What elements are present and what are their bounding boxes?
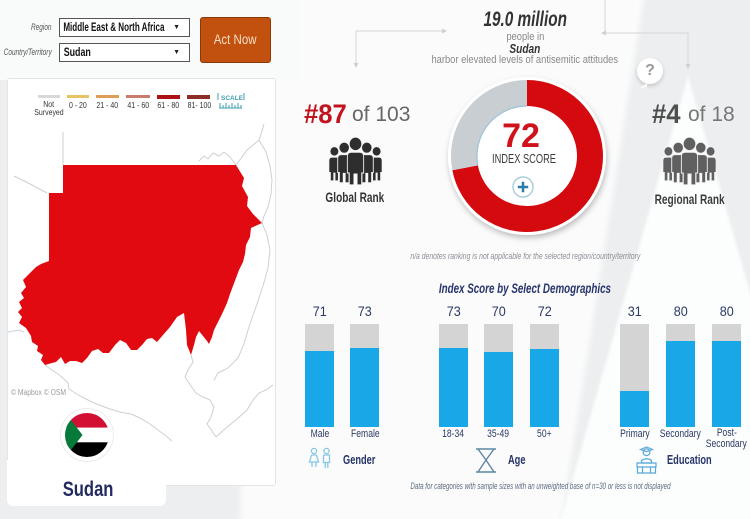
svg-text:INDEX SCORE: INDEX SCORE <box>492 152 556 166</box>
svg-text:© Mapbox © OSM: © Mapbox © OSM <box>11 388 66 397</box>
svg-text:SCALE: SCALE <box>221 95 244 102</box>
svg-text:72: 72 <box>502 117 540 155</box>
